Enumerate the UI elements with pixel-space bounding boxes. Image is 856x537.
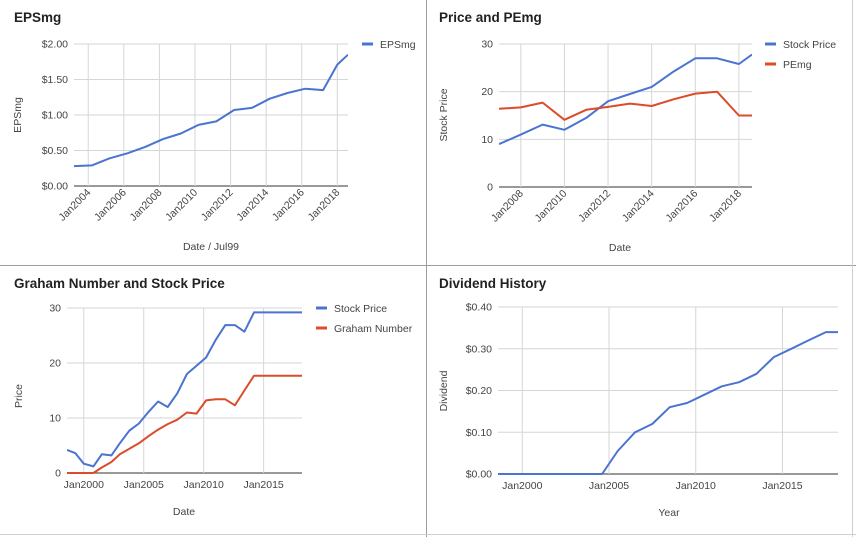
epsmg-x-tick-label: Jan2008 [128,187,165,224]
epsmg-title: EPSmg [14,10,61,25]
price-pemg-x-tick-label: Jan2016 [663,188,700,225]
price-pemg-y-tick-label: 30 [481,39,493,51]
dividend-y-tick-label: $0.00 [466,469,492,481]
graham-y-axis-title: Price [13,384,25,408]
epsmg-x-tick-label: Jan2006 [92,187,129,224]
epsmg-y-axis-title: EPSmg [12,97,24,133]
epsmg-y-tick-label: $0.00 [42,181,68,193]
epsmg-series-line-epsmg [74,53,348,168]
epsmg-legend-label: EPSmg [380,39,416,51]
panel-epsmg: EPSmg $0.00 $0.50 $1.00 $1.50 $2.00 Jan2004 Jan… [0,0,426,265]
bottom-edge [0,534,856,535]
epsmg-x-tick-label: Jan2018 [305,187,342,224]
epsmg-y-tick-label: $1.50 [42,74,68,86]
price-pemg-x-tick-label: Jan2012 [576,188,613,225]
panel-graham: Graham Number and Stock Price 0 10 20 30 Jan2… [0,266,426,537]
dividend-x-tick-label: Jan2005 [589,480,629,492]
vertical-divider [426,0,427,537]
price-pemg-legend-label: Stock Price [783,39,836,51]
dividend-y-axis-title: Dividend [438,370,450,411]
dividend-y-tick-label: $0.10 [466,427,492,439]
price-pemg-x-tick-label: Jan2010 [533,188,570,225]
graham-x-tick-label: Jan2015 [243,479,283,491]
graham-legend-label: Stock Price [334,303,387,315]
price-pemg-series-line-pemg [499,90,752,121]
graham-x-tick-label: Jan2005 [124,479,164,491]
graham-legend-label: Graham Number [334,323,413,335]
graham-x-tick-label: Jan2000 [64,479,104,491]
epsmg-y-tick-label: $2.00 [42,39,68,51]
epsmg-x-tick-label: Jan2016 [270,187,307,224]
price-pemg-x-axis-title: Date [609,242,631,254]
horizontal-divider [0,265,856,266]
epsmg-x-axis-title: Date / Jul99 [183,241,239,253]
dividend-x-tick-label: Jan2010 [676,480,716,492]
graham-x-tick-label: Jan2010 [184,479,224,491]
epsmg-x-tick-label: Jan2010 [163,187,200,224]
graham-y-tick-label: 30 [49,303,61,315]
dividend-y-tick-label: $0.40 [466,302,492,314]
dividend-x-tick-label: Jan2015 [762,480,802,492]
dividend-chart: Dividend History $0.00 $0.10 $0.20 $0.30 $0.4… [438,276,838,519]
graham-x-axis-title: Date [173,506,195,518]
dividend-y-tick-label: $0.30 [466,343,492,355]
dividend-series-line-main [498,331,838,475]
dividend-title: Dividend History [439,276,547,291]
graham-series-line-graham-number [67,374,302,474]
graham-y-tick-label: 10 [49,413,61,425]
graham-y-tick-label: 20 [49,358,61,370]
graham-chart: Graham Number and Stock Price 0 10 20 30 Jan2… [13,276,413,518]
dividend-x-axis-title: Year [658,507,680,519]
price-pemg-x-tick-label: Jan2018 [707,188,744,225]
right-edge [852,0,853,537]
price-pemg-x-tick-label: Jan2008 [489,188,526,225]
epsmg-y-tick-label: $1.00 [42,110,68,122]
dividend-x-tick-label: Jan2000 [502,480,542,492]
price-pemg-x-tick-label: Jan2014 [620,188,657,225]
dividend-y-tick-label: $0.20 [466,385,492,397]
price-pemg-y-tick-label: 10 [481,134,493,146]
price-pemg-y-tick-label: 0 [487,182,493,194]
epsmg-y-tick-label: $0.50 [42,145,68,157]
panel-price-pemg: Price and PEmg 0 10 20 30 Jan2008 Jan2010 Jan20… [427,0,856,265]
graham-y-tick-label: 0 [55,468,61,480]
graham-series-line-stock-price [67,311,302,468]
epsmg-x-tick-label: Jan2014 [234,187,271,224]
epsmg-x-tick-label: Jan2012 [199,187,236,224]
price-pemg-legend-label: PEmg [783,59,812,71]
price-pemg-y-axis-title: Stock Price [438,88,450,141]
panel-dividend: Dividend History $0.00 $0.10 $0.20 $0.30 $0.4… [427,266,856,537]
price-pemg-title: Price and PEmg [439,10,542,25]
graham-title: Graham Number and Stock Price [14,276,225,291]
price-pemg-y-tick-label: 20 [481,86,493,98]
price-pemg-series-line-stock-price [499,53,752,146]
epsmg-chart: EPSmg$0.00$0.50$1.00$1.50$2.00Jan2004Jan… [12,10,416,253]
